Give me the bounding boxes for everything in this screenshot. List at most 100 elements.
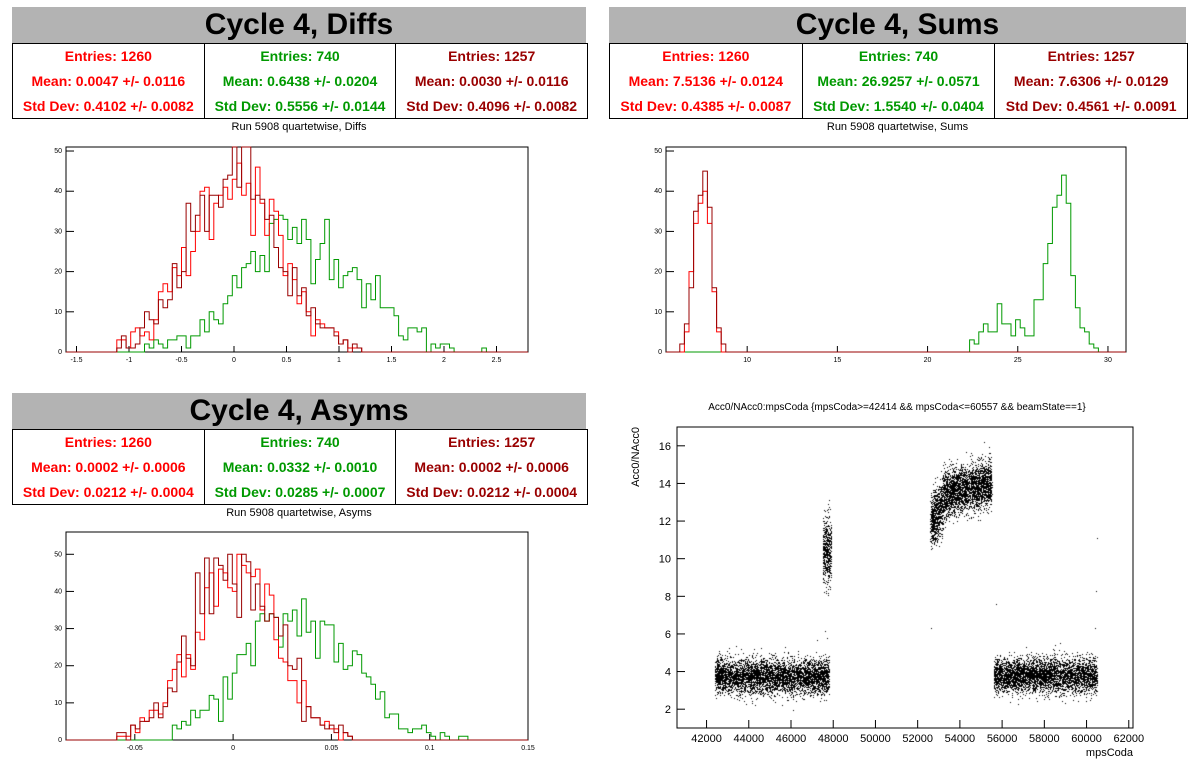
stat-mean: Mean: 0.0047 +/- 0.0116 (31, 72, 186, 89)
hist-series-3 (666, 170, 1126, 353)
y-tick-label: 4 (665, 667, 671, 679)
y-axis-label: Acc0/NAcc0 (630, 427, 642, 487)
stat-std: Std Dev: 0.0212 +/- 0.0004 (406, 483, 578, 500)
hist-series-2 (66, 162, 528, 353)
y-tick-label: 6 (665, 629, 671, 641)
asyms-stats-col-1: Entries: 1260 Mean: 0.0002 +/- 0.0006 St… (13, 430, 204, 504)
y-tick-label: 50 (654, 148, 662, 155)
x-tick-label: 0.05 (325, 745, 339, 752)
x-tick-label: 1.5 (387, 357, 397, 364)
plot-frame (65, 146, 529, 353)
sums-title: Cycle 4, Sums (609, 7, 1186, 43)
x-tick-label: 2.5 (492, 357, 502, 364)
y-tick-label: 8 (665, 591, 671, 603)
diffs-stats-box: Entries: 1260 Mean: 0.0047 +/- 0.0116 St… (12, 43, 588, 119)
hist-series-2 (66, 553, 528, 741)
y-tick-label: 40 (54, 588, 62, 595)
scatter-points (677, 427, 1133, 728)
x-tick-label: 42000 (691, 733, 722, 745)
x-tick-label: 0.1 (425, 745, 435, 752)
y-tick-label: 10 (54, 700, 62, 707)
x-tick-label: 15 (833, 357, 841, 364)
stat-entries: Entries: 740 (260, 434, 340, 451)
x-tick-label: 46000 (776, 733, 807, 745)
plot-frame (65, 531, 529, 741)
sums-stats-col-3: Entries: 1257 Mean: 7.6306 +/- 0.0129 St… (994, 44, 1187, 118)
x-tick-label: 10 (743, 357, 751, 364)
stat-std: Std Dev: 0.0285 +/- 0.0007 (214, 483, 386, 500)
scatter-plot: 42000 44000 46000 48000 50000 52000 54000 56000… (630, 426, 1144, 759)
hist-series-3 (66, 146, 528, 353)
asyms-histogram: -0.05 0 0.05 0.1 0.15 0 10 20 30 40 50 (54, 531, 535, 752)
diffs-title: Cycle 4, Diffs (12, 7, 586, 43)
x-tick-label: 20 (924, 357, 932, 364)
y-tick-label: 10 (54, 309, 62, 316)
stat-mean: Mean: 26.9257 +/- 0.0571 (817, 72, 980, 89)
x-tick-label: 0 (232, 357, 236, 364)
y-tick-label: 20 (54, 663, 62, 670)
asyms-title: Cycle 4, Asyms (12, 393, 586, 429)
x-tick-label: 30 (1104, 357, 1112, 364)
stat-entries: Entries: 1260 (662, 48, 750, 65)
x-tick-label: 60000 (1071, 733, 1102, 745)
x-tick-label: -0.05 (127, 745, 143, 752)
y-tick-label: 12 (659, 516, 671, 528)
x-tick-label: 25 (1014, 357, 1022, 364)
x-tick-label: 58000 (1029, 733, 1060, 745)
x-tick-label: 48000 (818, 733, 849, 745)
asyms-stats-col-3: Entries: 1257 Mean: 0.0002 +/- 0.0006 St… (395, 430, 587, 504)
stat-std: Std Dev: 0.4561 +/- 0.0091 (1005, 97, 1177, 114)
diffs-stats-col-1: Entries: 1260 Mean: 0.0047 +/- 0.0116 St… (13, 44, 204, 118)
stat-std: Std Dev: 0.4102 +/- 0.0082 (22, 97, 194, 114)
asyms-stats-col-2: Entries: 740 Mean: 0.0332 +/- 0.0010 Std… (203, 430, 396, 504)
stat-entries: Entries: 1260 (64, 434, 152, 451)
stat-entries: Entries: 1257 (448, 48, 536, 65)
sums-subtitle: Run 5908 quartetwise, Sums (826, 121, 969, 133)
y-tick-label: 2 (665, 704, 671, 716)
plot-frame (665, 146, 1127, 353)
stat-mean: Mean: 7.5136 +/- 0.0124 (628, 72, 784, 89)
y-tick-label: 0 (58, 349, 62, 356)
y-tick-label: 50 (54, 148, 62, 155)
x-tick-label: 0 (231, 745, 235, 752)
hist-series-2 (666, 190, 1126, 353)
stat-mean: Mean: 0.0332 +/- 0.0010 (222, 458, 378, 475)
y-tick-label: 30 (54, 228, 62, 235)
x-tick-label: 52000 (902, 733, 933, 745)
y-tick-label: 30 (654, 228, 662, 235)
asyms-subtitle: Run 5908 quartetwise, Asyms (226, 507, 372, 519)
stat-mean: Mean: 0.6438 +/- 0.0204 (222, 72, 378, 89)
x-tick-label: 56000 (987, 733, 1018, 745)
y-tick-label: 50 (54, 551, 62, 558)
stat-std: Std Dev: 0.5556 +/- 0.0144 (214, 97, 386, 114)
x-tick-label: 2 (442, 357, 446, 364)
y-tick-label: 20 (54, 269, 62, 276)
diffs-subtitle: Run 5908 quartetwise, Diffs (231, 121, 367, 133)
y-tick-label: 30 (54, 626, 62, 633)
stat-std: Std Dev: 0.4385 +/- 0.0087 (620, 97, 792, 114)
x-tick-label: 0.5 (282, 357, 292, 364)
y-tick-label: 40 (654, 188, 662, 195)
stat-entries: Entries: 1257 (448, 434, 536, 451)
sums-histogram: 10 15 20 25 30 0 10 20 30 40 50 (654, 146, 1127, 364)
stat-mean: Mean: 0.0030 +/- 0.0116 (414, 72, 569, 89)
scatter-title: Acc0/NAcc0:mpsCoda {mpsCoda>=42414 && mp… (708, 402, 1086, 413)
y-tick-label: 40 (54, 188, 62, 195)
stat-entries: Entries: 1257 (1047, 48, 1135, 65)
sums-stats-box: Entries: 1260 Mean: 7.5136 +/- 0.0124 St… (609, 43, 1188, 119)
hist-series-1 (666, 174, 1126, 353)
y-tick-label: 14 (659, 478, 671, 490)
x-tick-label: -1 (126, 357, 132, 364)
y-tick-label: 20 (654, 269, 662, 276)
stat-mean: Mean: 0.0002 +/- 0.0006 (414, 458, 569, 475)
plot-frame (676, 426, 1134, 729)
diffs-stats-col-3: Entries: 1257 Mean: 0.0030 +/- 0.0116 St… (395, 44, 587, 118)
x-axis-label: mpsCoda (1086, 747, 1134, 759)
stat-entries: Entries: 1260 (64, 48, 152, 65)
stat-mean: Mean: 7.6306 +/- 0.0129 (1013, 72, 1169, 89)
hist-series-3 (66, 553, 528, 741)
x-tick-label: 0.15 (521, 745, 535, 752)
stat-std: Std Dev: 1.5540 +/- 0.0404 (813, 97, 984, 114)
hist-series-1 (66, 214, 528, 353)
hist-series-1 (66, 598, 528, 741)
